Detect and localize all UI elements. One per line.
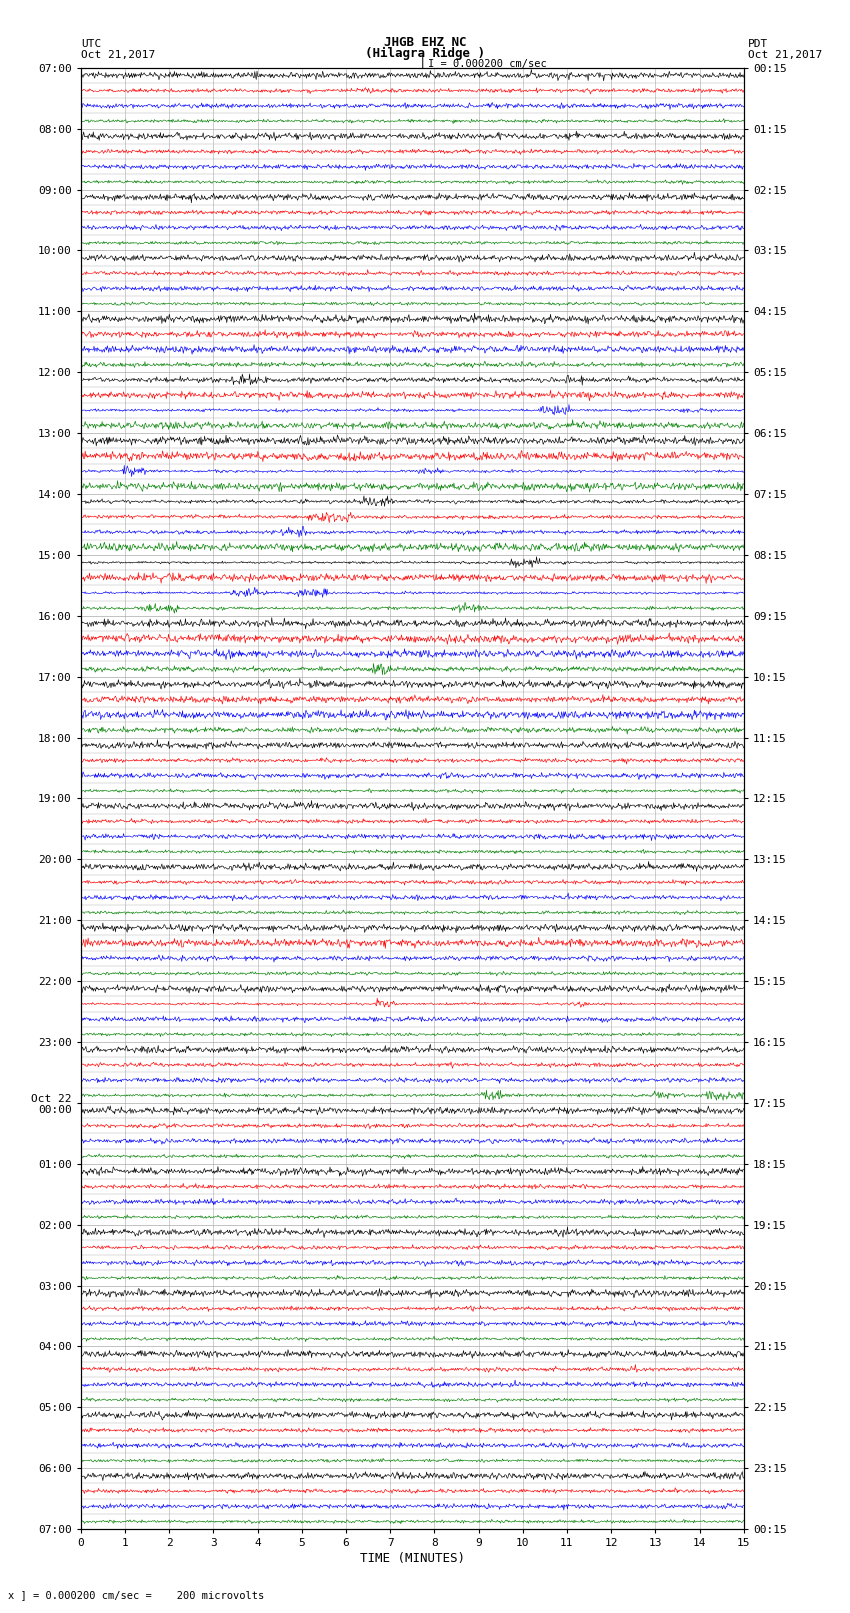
- Text: JHGB EHZ NC: JHGB EHZ NC: [383, 35, 467, 50]
- X-axis label: TIME (MINUTES): TIME (MINUTES): [360, 1552, 465, 1565]
- Text: x ] = 0.000200 cm/sec =    200 microvolts: x ] = 0.000200 cm/sec = 200 microvolts: [8, 1590, 264, 1600]
- Text: (Hilagra Ridge ): (Hilagra Ridge ): [365, 47, 485, 60]
- Text: UTC: UTC: [81, 39, 101, 50]
- Text: PDT: PDT: [748, 39, 768, 50]
- Text: Oct 21,2017: Oct 21,2017: [81, 50, 155, 60]
- Text: |: |: [419, 55, 426, 69]
- Text: Oct 21,2017: Oct 21,2017: [748, 50, 822, 60]
- Text: I = 0.000200 cm/sec: I = 0.000200 cm/sec: [428, 60, 547, 69]
